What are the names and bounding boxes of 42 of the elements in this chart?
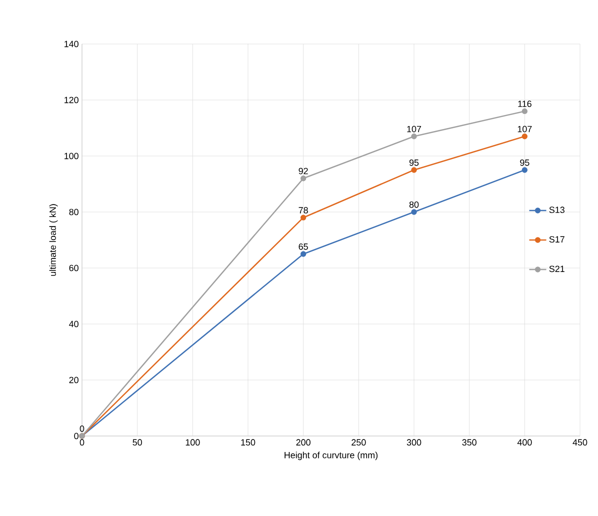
point	[300, 176, 306, 182]
data-label: 95	[520, 159, 530, 166]
y-tick-label: 60	[69, 264, 78, 272]
y-tick-label: 40	[69, 320, 78, 328]
y-tick-label: 80	[69, 208, 78, 216]
y-tick-label: 0	[74, 432, 78, 440]
data-label: 0	[80, 425, 84, 432]
point	[522, 108, 528, 114]
data-label: 65	[298, 243, 308, 250]
x-tick-label: 0	[80, 439, 84, 446]
point	[300, 214, 306, 220]
point	[522, 134, 528, 140]
y-tick-label: 20	[69, 376, 78, 384]
data-label: 78	[298, 207, 308, 214]
x-tick-label: 150	[241, 439, 256, 446]
point	[411, 167, 417, 173]
x-tick-label: 250	[352, 439, 366, 446]
x-tick-label: 400	[517, 439, 532, 446]
data-label: 95	[409, 159, 419, 166]
x-tick-label: 100	[186, 439, 200, 446]
data-label: 80	[409, 201, 419, 208]
y-tick-label: 140	[64, 40, 78, 48]
x-tick-label: 350	[462, 439, 476, 446]
x-tick-label: 300	[406, 439, 422, 446]
data-label: 107	[407, 126, 422, 132]
y-axis-title: ultimate load ( kN)	[49, 204, 58, 276]
legend-label: S17	[549, 236, 564, 243]
data-label: 107	[518, 126, 532, 132]
point	[411, 209, 417, 215]
x-tick-label: 200	[296, 439, 310, 446]
legend-label: S13	[549, 206, 564, 214]
legend-label: S21	[549, 266, 564, 272]
point	[300, 251, 306, 257]
y-tick-label: 120	[64, 96, 78, 104]
x-tick-label: 50	[132, 439, 142, 446]
x-axis-title: Height of curvture (mm)	[284, 452, 378, 460]
x-tick-label: 450	[572, 439, 588, 446]
point	[411, 134, 417, 140]
data-label: 116	[518, 100, 532, 108]
y-tick-label: 100	[64, 152, 78, 160]
data-label: 92	[298, 168, 308, 174]
point	[522, 167, 528, 173]
